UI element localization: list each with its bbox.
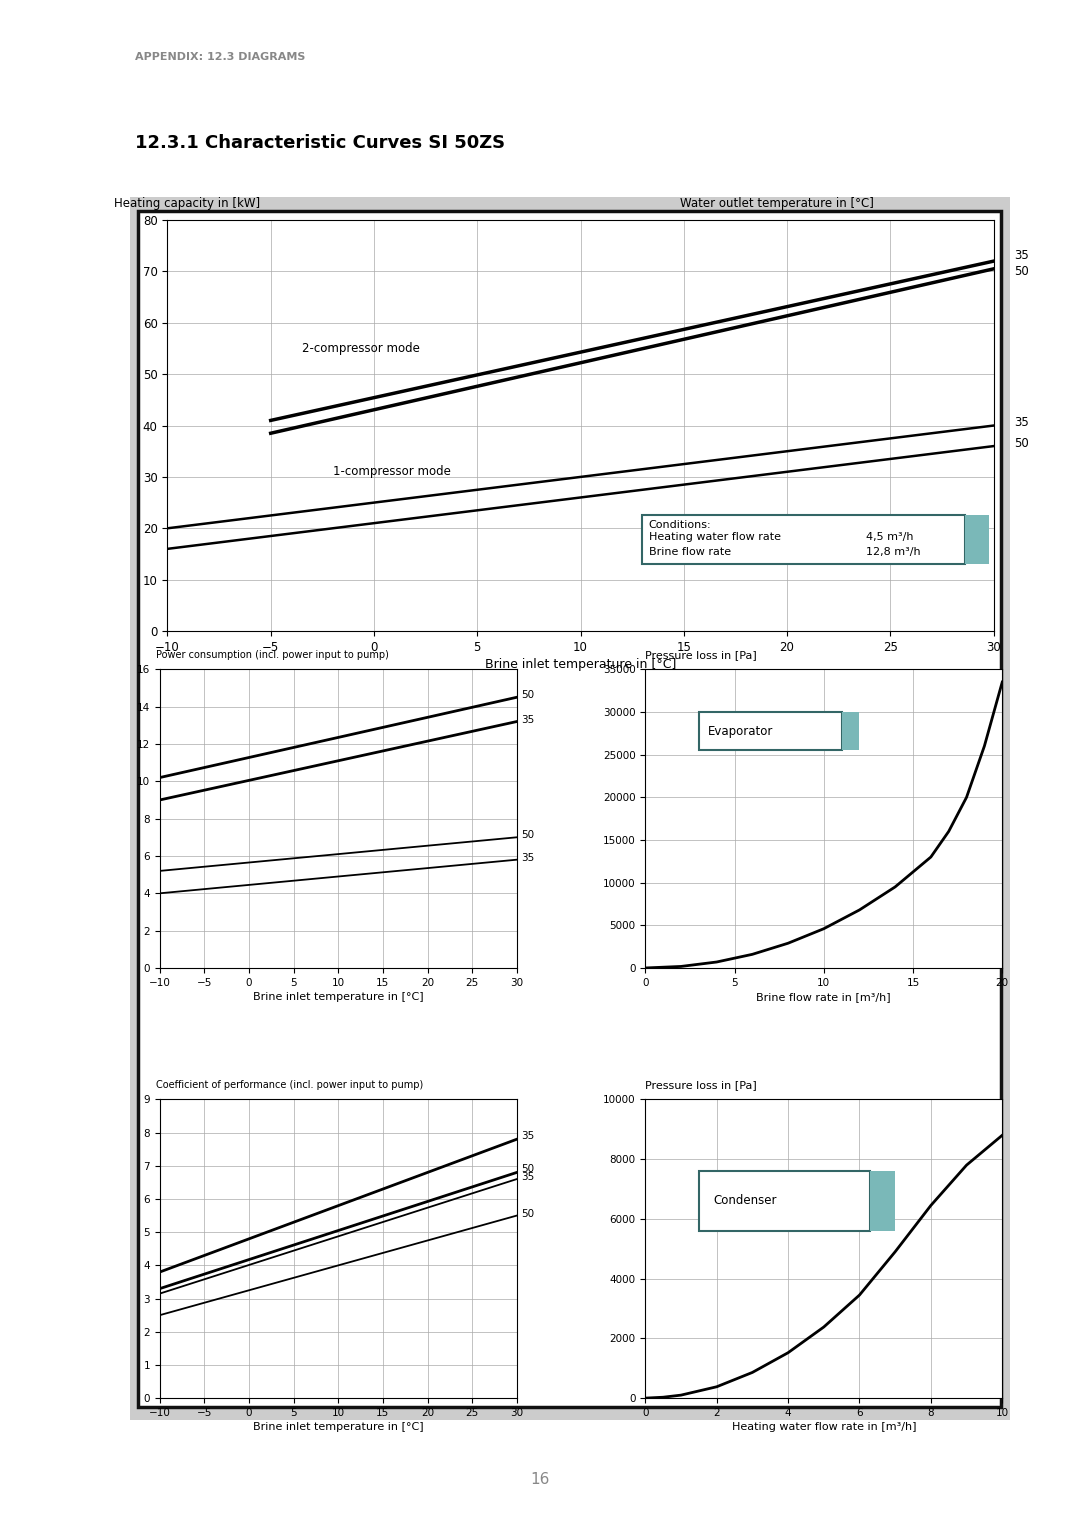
Text: Coefficient of performance (incl. power input to pump): Coefficient of performance (incl. power … [157, 1080, 423, 1091]
Bar [870, 1170, 895, 1232]
Text: 12.3.1 Characteristic Curves SI 50ZS: 12.3.1 Characteristic Curves SI 50ZS [135, 134, 505, 153]
Text: Pressure loss in [Pa]: Pressure loss in [Pa] [645, 1080, 757, 1091]
X-axis label: Heating water flow rate in [m³/h]: Heating water flow rate in [m³/h] [731, 1423, 916, 1432]
Bar [130, 197, 1010, 1420]
Text: 35: 35 [522, 715, 535, 724]
Text: 2-compressor mode: 2-compressor mode [301, 342, 419, 354]
Text: Water outlet temperature in [°C]: Water outlet temperature in [°C] [679, 197, 874, 209]
Text: 1-compressor mode: 1-compressor mode [333, 466, 450, 478]
Text: 50: 50 [1014, 264, 1029, 278]
X-axis label: Brine inlet temperature in [°C]: Brine inlet temperature in [°C] [253, 992, 423, 1002]
Text: Conditions:: Conditions: [649, 520, 712, 530]
Bar [138, 211, 1001, 1407]
X-axis label: Brine inlet temperature in [°C]: Brine inlet temperature in [°C] [485, 659, 676, 671]
Text: Heating water flow rate: Heating water flow rate [649, 532, 781, 542]
Text: 50: 50 [522, 691, 535, 700]
Text: 50: 50 [522, 1164, 535, 1174]
Text: APPENDIX: 12.3 DIAGRAMS: APPENDIX: 12.3 DIAGRAMS [135, 52, 306, 63]
Bar [699, 712, 841, 750]
Text: 50: 50 [522, 1209, 535, 1219]
Text: 50: 50 [522, 830, 535, 840]
Text: Evaporator: Evaporator [707, 724, 773, 738]
X-axis label: Brine inlet temperature in [°C]: Brine inlet temperature in [°C] [253, 1423, 423, 1432]
Bar [841, 712, 860, 750]
Text: 35: 35 [1014, 417, 1029, 429]
Bar [964, 515, 989, 564]
Bar [699, 1170, 870, 1232]
Text: 35: 35 [1014, 249, 1029, 263]
Text: Pressure loss in [Pa]: Pressure loss in [Pa] [645, 651, 757, 660]
Bar [643, 515, 964, 564]
Text: 50: 50 [1014, 437, 1029, 451]
Text: 12,8 m³/h: 12,8 m³/h [865, 547, 920, 558]
Text: 16: 16 [530, 1471, 550, 1487]
Text: Power consumption (incl. power input to pump): Power consumption (incl. power input to … [157, 651, 389, 660]
Text: Condenser: Condenser [713, 1195, 777, 1207]
Text: Heating capacity in [kW]: Heating capacity in [kW] [113, 197, 260, 209]
X-axis label: Brine flow rate in [m³/h]: Brine flow rate in [m³/h] [756, 992, 891, 1002]
Text: 4,5 m³/h: 4,5 m³/h [865, 532, 913, 542]
Text: 35: 35 [522, 1131, 535, 1141]
Text: 35: 35 [522, 853, 535, 863]
Text: 35: 35 [522, 1172, 535, 1183]
Text: Brine flow rate: Brine flow rate [649, 547, 731, 558]
